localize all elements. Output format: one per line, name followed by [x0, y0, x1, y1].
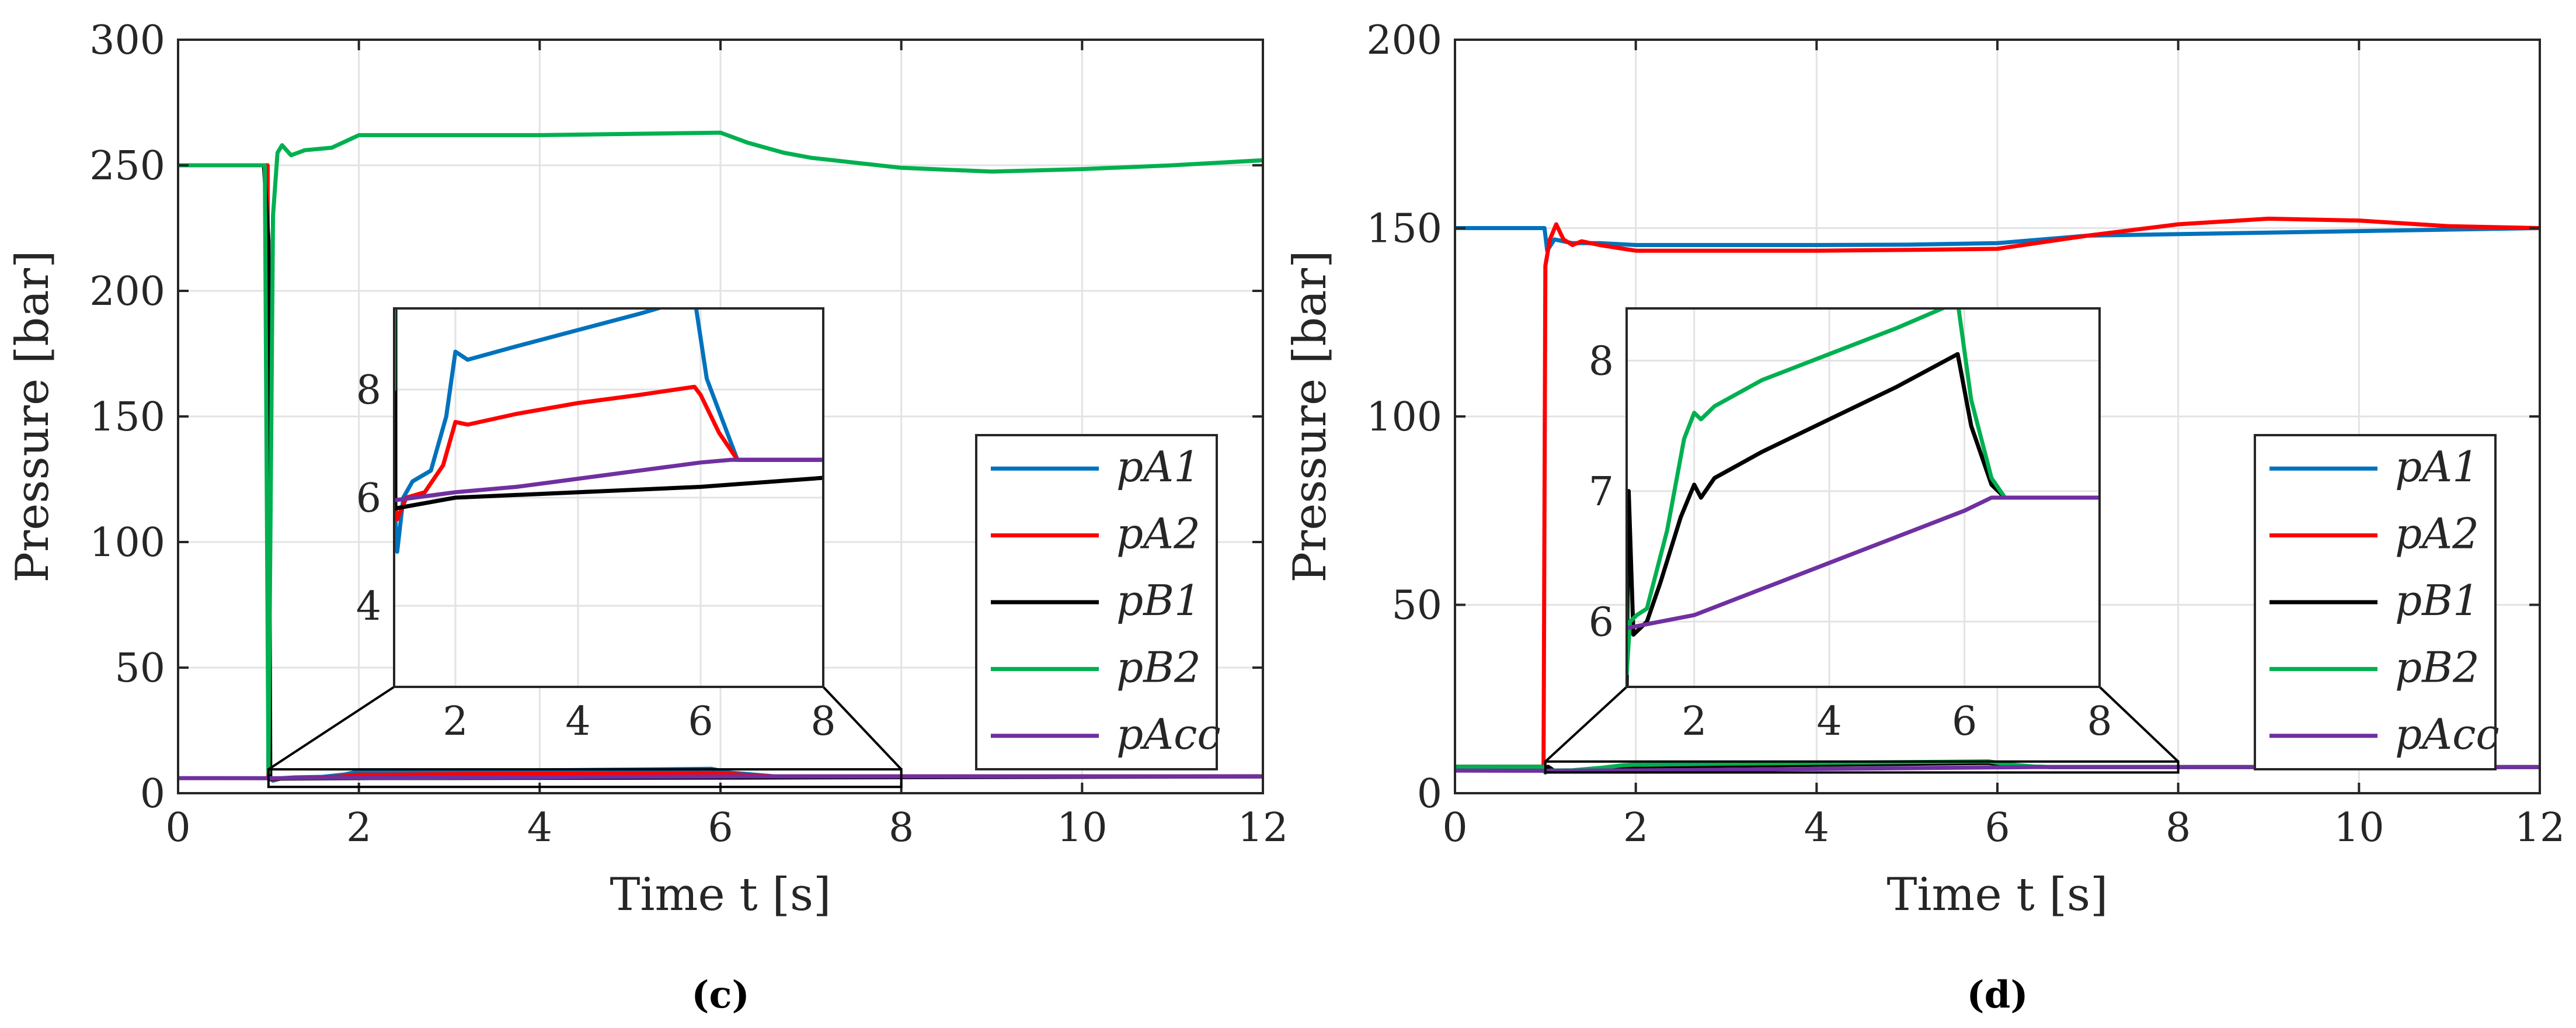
x-tick-label: 4 — [1804, 805, 1829, 851]
legend-label-pA2: pA2 — [2395, 509, 2479, 558]
inset-x-tick-label: 6 — [1952, 699, 1977, 745]
legend-label-pAcc: pAcc — [2395, 710, 2500, 759]
y-tick-label: 50 — [1391, 583, 1442, 629]
inset-series-group — [394, 308, 823, 554]
y-axis-label: Pressure [bar] — [6, 250, 59, 582]
inset-x-tick-label: 2 — [443, 699, 468, 745]
x-tick-label: 8 — [2166, 805, 2191, 851]
zoom-connector — [1544, 686, 1628, 763]
zoom-source-box — [267, 768, 903, 789]
inset-series-line-pB1 — [1627, 352, 2100, 687]
y-tick-label: 0 — [1417, 771, 1442, 817]
inset-frame — [393, 307, 824, 688]
inset-y-tick-label: 8 — [356, 367, 381, 414]
inset-axes: 2 4 6 8 6 7 8 — [1589, 307, 2112, 745]
zoom-source-box — [1544, 760, 2180, 774]
x-tick-label: 12 — [2515, 805, 2565, 851]
x-tick-label: 0 — [1442, 805, 1467, 851]
y-tick-label: 200 — [1366, 18, 1442, 64]
legend-label-pAcc: pAcc — [1116, 710, 1221, 759]
series-line-pAcc — [178, 774, 1263, 780]
x-axis-label: Time t [s] — [1887, 869, 2108, 921]
inset-series-line-pB2 — [1627, 308, 2100, 676]
x-tick-label: 6 — [1985, 805, 2010, 851]
y-tick-label: 150 — [1366, 206, 1442, 252]
y-tick-label: 0 — [140, 771, 165, 817]
inset-axes: 2 4 6 8 4 6 8 — [356, 307, 836, 745]
chart-panel-d: 0 2 4 6 8 10 12 0 50 100 150 200 Time t [s] Pressure … — [1284, 18, 2565, 1017]
inset-x-tick-label: 4 — [565, 699, 590, 745]
panel-caption: (c) — [691, 973, 750, 1017]
inset-series-line-pAcc — [1627, 495, 2100, 630]
legend-label-pA2: pA2 — [1116, 509, 1200, 558]
series-group — [1455, 216, 2540, 775]
inset-x-tick-label: 6 — [688, 699, 713, 745]
legend-label-pA1: pA1 — [1116, 442, 1200, 491]
inset-series-group — [1627, 308, 2100, 687]
inset-series-line-pAcc — [394, 457, 823, 503]
legend-label-pB1: pB1 — [1116, 576, 1201, 625]
inset-y-tick-label: 6 — [356, 475, 381, 522]
inset-x-tick-label: 4 — [1817, 699, 1842, 745]
inset-frame — [1625, 307, 2101, 688]
series-line-pB2 — [178, 130, 1263, 776]
y-tick-label: 50 — [114, 645, 165, 692]
zoom-connector — [2098, 686, 2180, 763]
x-axis-label: Time t [s] — [610, 869, 831, 921]
x-tick-label: 6 — [708, 805, 733, 851]
inset-x-tick-label: 8 — [2087, 699, 2112, 745]
x-tick-label: 12 — [1238, 805, 1289, 851]
x-tick-label: 2 — [1623, 805, 1648, 851]
y-tick-label: 200 — [89, 269, 165, 315]
series-line-pAcc — [1455, 765, 2540, 773]
series-group — [178, 130, 1263, 783]
y-tick-label: 150 — [89, 394, 165, 440]
x-tick-label: 10 — [2334, 805, 2384, 851]
inset-series-line-pA2 — [394, 308, 823, 522]
legend: pA1 pA2 pB1 pB2 pAcc — [975, 434, 1221, 770]
inset-x-tick-label: 2 — [1682, 699, 1707, 745]
legend: pA1 pA2 pB1 pB2 pAcc — [2254, 434, 2500, 770]
panel-caption: (d) — [1966, 973, 2028, 1017]
inset-x-tick-label: 8 — [810, 699, 836, 745]
y-tick-label: 250 — [89, 143, 165, 189]
y-tick-label: 100 — [1366, 394, 1442, 440]
inset-series-line-pB1 — [394, 308, 823, 510]
legend-label-pB2: pB2 — [2395, 642, 2480, 692]
inset-y-tick-label: 8 — [1589, 338, 1614, 384]
y-tick-label: 300 — [89, 18, 165, 64]
legend-label-pB1: pB1 — [2395, 576, 2480, 625]
x-tick-label: 4 — [527, 805, 552, 851]
x-tick-label: 8 — [889, 805, 914, 851]
zoom-connector — [267, 686, 395, 770]
chart-panel-c: 0 2 4 6 8 10 12 0 50 100 150 200 250 300 Time t [s] Pre… — [6, 18, 1289, 1017]
inset-y-tick-label: 6 — [1589, 599, 1614, 645]
inset-y-tick-label: 7 — [1589, 469, 1614, 515]
legend-label-pB2: pB2 — [1116, 642, 1201, 692]
y-tick-label: 100 — [89, 520, 165, 566]
inset-series-line-pA1 — [394, 308, 823, 554]
series-line-pA2 — [1455, 216, 2540, 769]
x-tick-label: 10 — [1057, 805, 1108, 851]
y-axis-label: Pressure [bar] — [1284, 250, 1336, 582]
x-tick-label: 2 — [346, 805, 371, 851]
x-tick-label: 0 — [165, 805, 190, 851]
zoom-connector — [822, 686, 903, 770]
inset-y-tick-label: 4 — [356, 584, 381, 630]
legend-label-pA1: pA1 — [2395, 442, 2479, 491]
